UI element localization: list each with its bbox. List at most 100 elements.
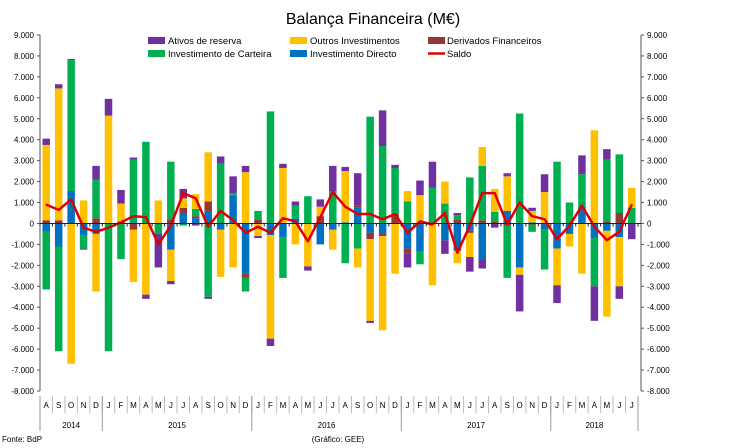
bar-ativos-de-reserva: [216, 156, 225, 164]
saldo-point: [531, 215, 533, 217]
saldo-point: [419, 220, 421, 223]
month-label: S: [505, 401, 510, 410]
y-tick-label-left: -3.000: [11, 282, 34, 291]
bar-investimento-de-carteira: [191, 208, 200, 217]
month-label: F: [119, 401, 124, 410]
bar-ativos-de-reserva: [603, 149, 611, 160]
bar-outros-investimentos: [229, 223, 237, 268]
bar-ativos-de-reserva: [154, 233, 163, 268]
bar-outros-investimentos: [615, 237, 624, 287]
bar-derivados-financeiros: [54, 220, 63, 224]
bar-derivados-financeiros: [254, 219, 262, 224]
bar-derivados-financeiros: [378, 233, 387, 237]
bar-investimento-de-carteira: [590, 238, 599, 287]
bar-investimento-de-carteira: [216, 163, 225, 224]
y-tick-label-left: -7.000: [11, 366, 34, 375]
bar-ativos-de-reserva: [191, 223, 200, 226]
y-tick-label-left: -4.000: [11, 303, 34, 312]
bar-ativos-de-reserva: [503, 173, 511, 177]
saldo-point: [381, 218, 384, 221]
y-tick-label-right: 3.000: [647, 157, 668, 166]
saldo-point: [556, 238, 558, 240]
saldo-point: [182, 192, 185, 194]
bar-investimento-de-carteira: [167, 161, 175, 220]
bar-investimento-directo: [42, 223, 50, 232]
saldo-point: [307, 240, 309, 243]
bar-investimento-de-carteira: [67, 60, 75, 192]
bar-outros-investimentos: [42, 144, 50, 221]
y-tick-label-left: 6.000: [14, 94, 35, 103]
bar-ativos-de-reserva: [628, 223, 636, 240]
y-tick-label-left: 1.000: [14, 199, 35, 208]
bar-outros-investimentos: [366, 239, 374, 321]
month-label: D: [392, 401, 398, 410]
bar-investimento-directo: [204, 210, 212, 224]
saldo-point: [82, 226, 85, 229]
bar-investimento-directo: [403, 223, 412, 249]
bar-investimento-directo: [603, 223, 611, 231]
bar-ativos-de-reserva: [590, 286, 599, 321]
bar-ativos-de-reserva: [453, 213, 462, 216]
bar-investimento-de-carteira: [104, 223, 113, 352]
y-tick-label-right: 0: [647, 219, 652, 228]
bar-outros-investimentos: [416, 195, 424, 224]
bar-outros-investimentos: [515, 267, 524, 275]
y-tick-label-left: 0: [30, 219, 35, 228]
y-tick-label-left: 2.000: [14, 178, 35, 187]
bar-outros-investimentos: [104, 115, 113, 224]
bar-outros-investimentos: [565, 233, 574, 247]
bar-ativos-de-reserva: [67, 59, 75, 61]
bar-investimento-de-carteira: [428, 187, 437, 224]
month-label: J: [406, 401, 410, 410]
saldo-point: [157, 243, 160, 246]
month-label: M: [130, 401, 137, 410]
saldo-point: [444, 212, 446, 214]
bar-investimento-de-carteira: [628, 207, 636, 224]
saldo-polyline: [45, 190, 633, 255]
bar-derivados-financeiros: [478, 220, 487, 224]
bar-investimento-de-carteira: [79, 234, 88, 249]
chart-title: Balança Financeira (M€): [286, 11, 460, 28]
month-label: A: [293, 401, 299, 410]
saldo-point: [170, 224, 172, 227]
bar-ativos-de-reserva: [416, 180, 424, 196]
saldo-point: [593, 225, 596, 228]
saldo-point: [331, 191, 334, 193]
bar-derivados-financeiros: [167, 219, 175, 224]
legend-swatch-ativos-reserva: [148, 37, 165, 44]
bar-outros-investimentos: [79, 200, 88, 224]
bar-ativos-de-reserva: [104, 98, 113, 116]
bar-ativos-de-reserva: [466, 256, 474, 272]
month-label: D: [243, 401, 249, 410]
saldo-point: [618, 231, 621, 233]
saldo-point: [518, 201, 521, 204]
month-label: O: [68, 401, 74, 410]
bar-outros-investimentos: [154, 200, 163, 224]
saldo-point: [606, 239, 608, 242]
legend-swatch-outros-investimentos: [290, 37, 307, 44]
bar-investimento-de-carteira: [503, 225, 511, 278]
bar-outros-investimentos: [353, 248, 362, 268]
bar-ativos-de-reserva: [578, 155, 586, 175]
month-label: J: [630, 401, 634, 410]
y-tick-label-left: 9.000: [14, 31, 35, 40]
bar-ativos-de-reserva: [129, 157, 138, 160]
year-label: 2016: [318, 421, 336, 430]
month-label: O: [367, 401, 373, 410]
saldo-point: [95, 231, 97, 233]
bar-outros-investimentos: [603, 230, 611, 317]
month-label: O: [517, 401, 523, 410]
y-tick-label-right: 9.000: [647, 31, 668, 40]
saldo-point: [543, 218, 546, 221]
footer-credit: (Gráfico: GEE): [312, 435, 365, 444]
bar-investimento-de-carteira: [154, 223, 163, 234]
month-label: S: [355, 401, 360, 410]
month-label: A: [193, 401, 199, 410]
saldo-point: [406, 232, 409, 234]
bar-ativos-de-reserva: [441, 240, 449, 254]
month-label: J: [318, 401, 322, 410]
month-label: D: [542, 401, 548, 410]
saldo-point: [269, 232, 272, 234]
bar-outros-investimentos: [279, 167, 287, 224]
